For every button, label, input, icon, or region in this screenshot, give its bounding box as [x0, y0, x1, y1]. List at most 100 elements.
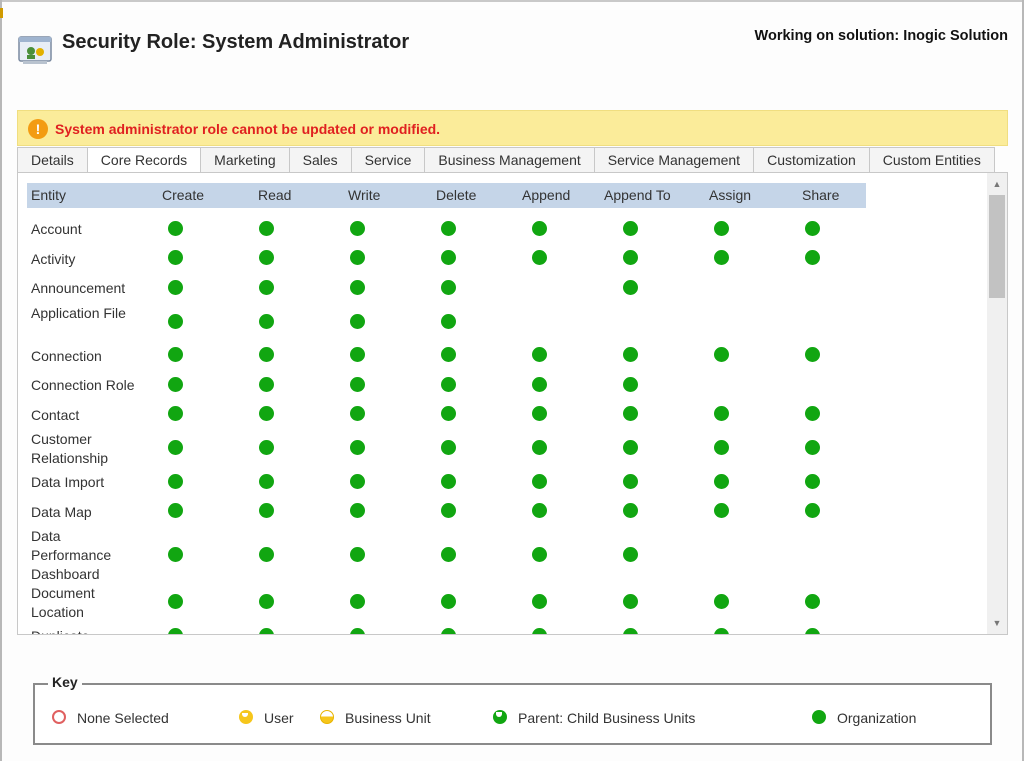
organization-level-icon[interactable]	[168, 627, 183, 634]
organization-level-icon[interactable]	[805, 347, 820, 363]
organization-level-icon[interactable]	[168, 503, 183, 519]
tab-custom-entities[interactable]: Custom Entities	[869, 147, 995, 173]
organization-level-icon[interactable]	[805, 627, 820, 634]
organization-level-icon[interactable]	[441, 473, 456, 489]
organization-level-icon[interactable]	[623, 376, 638, 392]
organization-level-icon[interactable]	[441, 376, 456, 392]
organization-level-icon[interactable]	[714, 347, 729, 363]
tab-service-management[interactable]: Service Management	[594, 147, 755, 173]
organization-level-icon[interactable]	[532, 503, 547, 519]
organization-level-icon[interactable]	[532, 220, 547, 236]
organization-level-icon[interactable]	[259, 627, 274, 634]
organization-level-icon[interactable]	[623, 627, 638, 634]
organization-level-icon[interactable]	[623, 279, 638, 295]
tab-customization[interactable]: Customization	[754, 147, 870, 173]
organization-level-icon[interactable]	[532, 546, 547, 562]
organization-level-icon[interactable]	[805, 220, 820, 236]
organization-level-icon[interactable]	[350, 473, 365, 489]
organization-level-icon[interactable]	[714, 594, 729, 609]
organization-level-icon[interactable]	[350, 503, 365, 519]
organization-level-icon[interactable]	[168, 250, 183, 266]
tab-details[interactable]: Details	[17, 147, 88, 173]
organization-level-icon[interactable]	[623, 220, 638, 236]
organization-level-icon[interactable]	[532, 250, 547, 266]
organization-level-icon[interactable]	[532, 627, 547, 634]
organization-level-icon[interactable]	[441, 503, 456, 519]
organization-level-icon[interactable]	[532, 440, 547, 455]
organization-level-icon[interactable]	[441, 546, 456, 562]
organization-level-icon[interactable]	[259, 347, 274, 363]
tab-business-management[interactable]: Business Management	[425, 147, 595, 173]
tab-core-records[interactable]: Core Records	[87, 147, 202, 173]
organization-level-icon[interactable]	[350, 546, 365, 562]
organization-level-icon[interactable]	[532, 376, 547, 392]
organization-level-icon[interactable]	[259, 594, 274, 609]
organization-level-icon[interactable]	[259, 313, 274, 329]
organization-level-icon[interactable]	[259, 376, 274, 392]
organization-level-icon[interactable]	[714, 440, 729, 455]
organization-level-icon[interactable]	[350, 250, 365, 266]
scroll-thumb[interactable]	[989, 195, 1005, 298]
organization-level-icon[interactable]	[714, 473, 729, 489]
organization-level-icon[interactable]	[259, 546, 274, 562]
vertical-scrollbar[interactable]: ▲ ▼	[987, 173, 1007, 634]
organization-level-icon[interactable]	[532, 406, 547, 422]
organization-level-icon[interactable]	[623, 594, 638, 609]
organization-level-icon[interactable]	[441, 347, 456, 363]
organization-level-icon[interactable]	[259, 473, 274, 489]
organization-level-icon[interactable]	[441, 440, 456, 455]
organization-level-icon[interactable]	[168, 406, 183, 422]
organization-level-icon[interactable]	[259, 406, 274, 422]
scroll-up-icon[interactable]: ▲	[992, 179, 1002, 189]
organization-level-icon[interactable]	[259, 220, 274, 236]
organization-level-icon[interactable]	[350, 440, 365, 455]
organization-level-icon[interactable]	[168, 279, 183, 295]
organization-level-icon[interactable]	[441, 220, 456, 236]
organization-level-icon[interactable]	[714, 627, 729, 634]
organization-level-icon[interactable]	[805, 503, 820, 519]
organization-level-icon[interactable]	[532, 347, 547, 363]
organization-level-icon[interactable]	[350, 347, 365, 363]
tab-marketing[interactable]: Marketing	[201, 147, 290, 173]
organization-level-icon[interactable]	[714, 250, 729, 266]
organization-level-icon[interactable]	[441, 406, 456, 422]
organization-level-icon[interactable]	[259, 279, 274, 295]
organization-level-icon[interactable]	[532, 594, 547, 609]
organization-level-icon[interactable]	[168, 347, 183, 363]
organization-level-icon[interactable]	[259, 250, 274, 266]
tab-service[interactable]: Service	[351, 147, 426, 173]
organization-level-icon[interactable]	[168, 220, 183, 236]
organization-level-icon[interactable]	[805, 594, 820, 609]
organization-level-icon[interactable]	[805, 440, 820, 455]
organization-level-icon[interactable]	[441, 313, 456, 329]
organization-level-icon[interactable]	[623, 503, 638, 519]
organization-level-icon[interactable]	[623, 406, 638, 422]
organization-level-icon[interactable]	[168, 546, 183, 562]
organization-level-icon[interactable]	[623, 347, 638, 363]
organization-level-icon[interactable]	[441, 594, 456, 609]
organization-level-icon[interactable]	[532, 473, 547, 489]
organization-level-icon[interactable]	[350, 406, 365, 422]
tab-sales[interactable]: Sales	[289, 147, 352, 173]
organization-level-icon[interactable]	[350, 313, 365, 329]
organization-level-icon[interactable]	[168, 594, 183, 609]
organization-level-icon[interactable]	[350, 220, 365, 236]
organization-level-icon[interactable]	[714, 220, 729, 236]
organization-level-icon[interactable]	[259, 503, 274, 519]
organization-level-icon[interactable]	[168, 473, 183, 489]
organization-level-icon[interactable]	[714, 503, 729, 519]
organization-level-icon[interactable]	[441, 250, 456, 266]
scroll-down-icon[interactable]: ▼	[992, 618, 1002, 628]
organization-level-icon[interactable]	[168, 313, 183, 329]
organization-level-icon[interactable]	[623, 546, 638, 562]
organization-level-icon[interactable]	[168, 440, 183, 455]
organization-level-icon[interactable]	[623, 473, 638, 489]
organization-level-icon[interactable]	[350, 279, 365, 295]
organization-level-icon[interactable]	[350, 594, 365, 609]
organization-level-icon[interactable]	[441, 279, 456, 295]
organization-level-icon[interactable]	[350, 627, 365, 634]
organization-level-icon[interactable]	[168, 376, 183, 392]
organization-level-icon[interactable]	[805, 250, 820, 266]
organization-level-icon[interactable]	[714, 406, 729, 422]
organization-level-icon[interactable]	[805, 473, 820, 489]
